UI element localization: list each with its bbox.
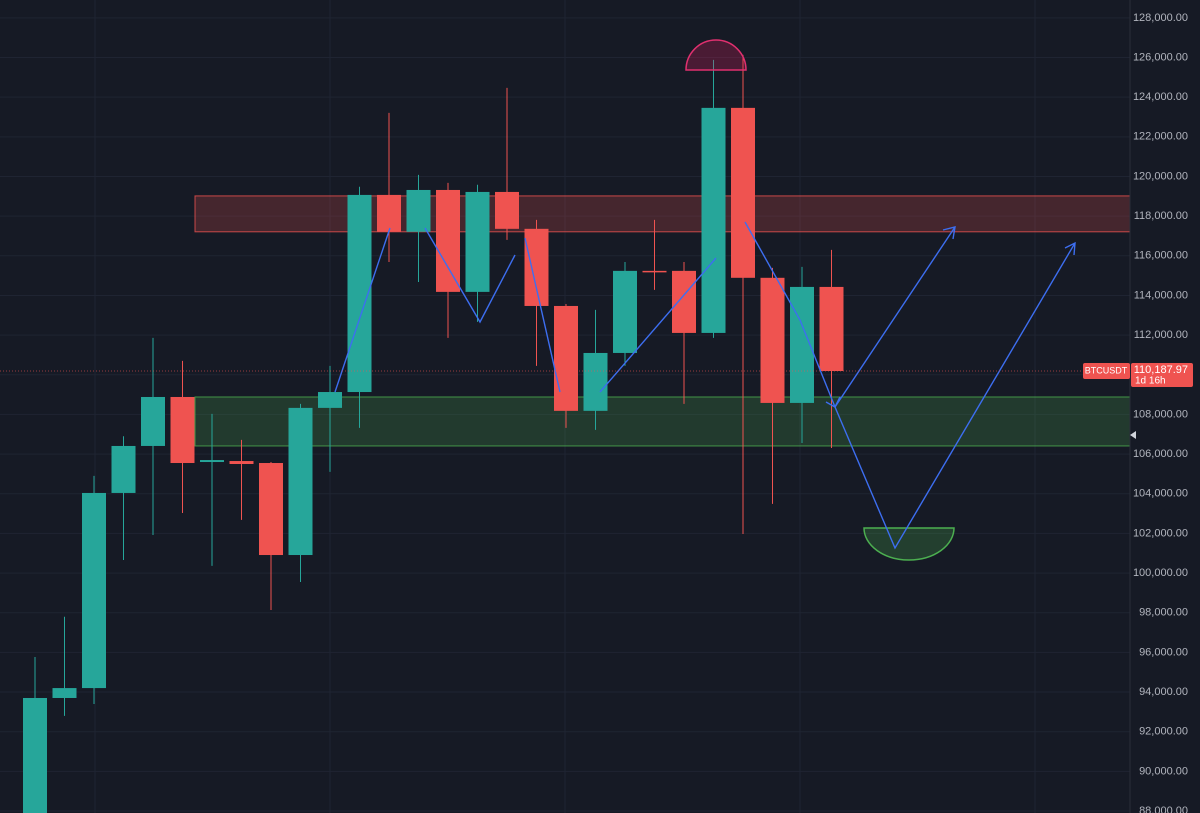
candle-body (82, 492, 106, 689)
projection-path (334, 221, 836, 408)
candle-body (642, 270, 667, 273)
candle-body (731, 107, 755, 278)
candle-body (436, 189, 460, 292)
grid (0, 0, 1130, 813)
candle-body (465, 191, 490, 292)
y-axis: 88,000.00 90,000.00 92,000.00 94,000.00 96,0… (1133, 12, 1188, 813)
candle-body (229, 461, 254, 465)
candle-body (52, 688, 77, 698)
projection-arrow (834, 241, 1076, 550)
candle-body (524, 228, 549, 306)
candle-body (760, 277, 785, 403)
candle-body (672, 270, 696, 333)
top-arc (685, 39, 747, 71)
y-tick-label: 106,000.00 (1133, 448, 1188, 460)
candle-body (819, 286, 844, 372)
zone (194, 195, 1130, 233)
y-tick-label: 126,000.00 (1133, 51, 1188, 63)
countdown-label: 1d 16h (1135, 376, 1166, 387)
axis-marker (1130, 431, 1136, 439)
symbol-box (1083, 363, 1130, 380)
candle-body (259, 463, 283, 556)
candle-body (170, 396, 195, 464)
candle-body (377, 194, 401, 232)
candle-body (141, 396, 165, 446)
candle-body (406, 189, 431, 232)
y-tick-label: 100,000.00 (1133, 567, 1188, 579)
y-tick-label: 122,000.00 (1133, 131, 1188, 143)
candle-body (111, 445, 136, 493)
zone (194, 396, 1130, 447)
candle-body (23, 697, 47, 813)
candle-body (583, 352, 608, 411)
y-tick-label: 114,000.00 (1134, 289, 1188, 301)
candle-body (318, 392, 342, 408)
price-box (1131, 363, 1193, 388)
y-tick-label: 124,000.00 (1133, 91, 1188, 103)
last-price-label: 110,187.97 (1134, 364, 1188, 376)
y-tick-label: 90,000.00 (1139, 765, 1188, 777)
projection-arrow (834, 226, 956, 408)
y-tick-label: 116,000.00 (1134, 250, 1188, 262)
y-tick-label: 128,000.00 (1133, 12, 1188, 24)
candle-body (554, 305, 578, 411)
candle-body (495, 191, 519, 229)
y-tick-label: 98,000.00 (1139, 607, 1188, 619)
candle-body (613, 270, 637, 353)
y-tick-label: 108,000.00 (1133, 408, 1188, 420)
y-tick-label: 96,000.00 (1139, 646, 1188, 658)
candle-body (701, 107, 726, 333)
y-tick-label: 112,000.00 (1134, 329, 1188, 341)
bottom-arc (863, 527, 955, 561)
y-tick-label: 92,000.00 (1139, 726, 1188, 738)
y-tick-label: 102,000.00 (1133, 527, 1188, 539)
y-tick-label: 104,000.00 (1133, 488, 1188, 500)
candle-body (288, 407, 313, 556)
y-tick-label: 118,000.00 (1134, 210, 1188, 222)
y-tick-label: 88,000.00 (1139, 805, 1188, 813)
y-tick-label: 94,000.00 (1139, 686, 1188, 698)
arrow-head (825, 396, 841, 408)
y-tick-label: 120,000.00 (1133, 170, 1188, 182)
symbol-label: BTCUSDT (1085, 365, 1128, 375)
drawings (334, 39, 1076, 561)
candle-body (200, 460, 224, 463)
